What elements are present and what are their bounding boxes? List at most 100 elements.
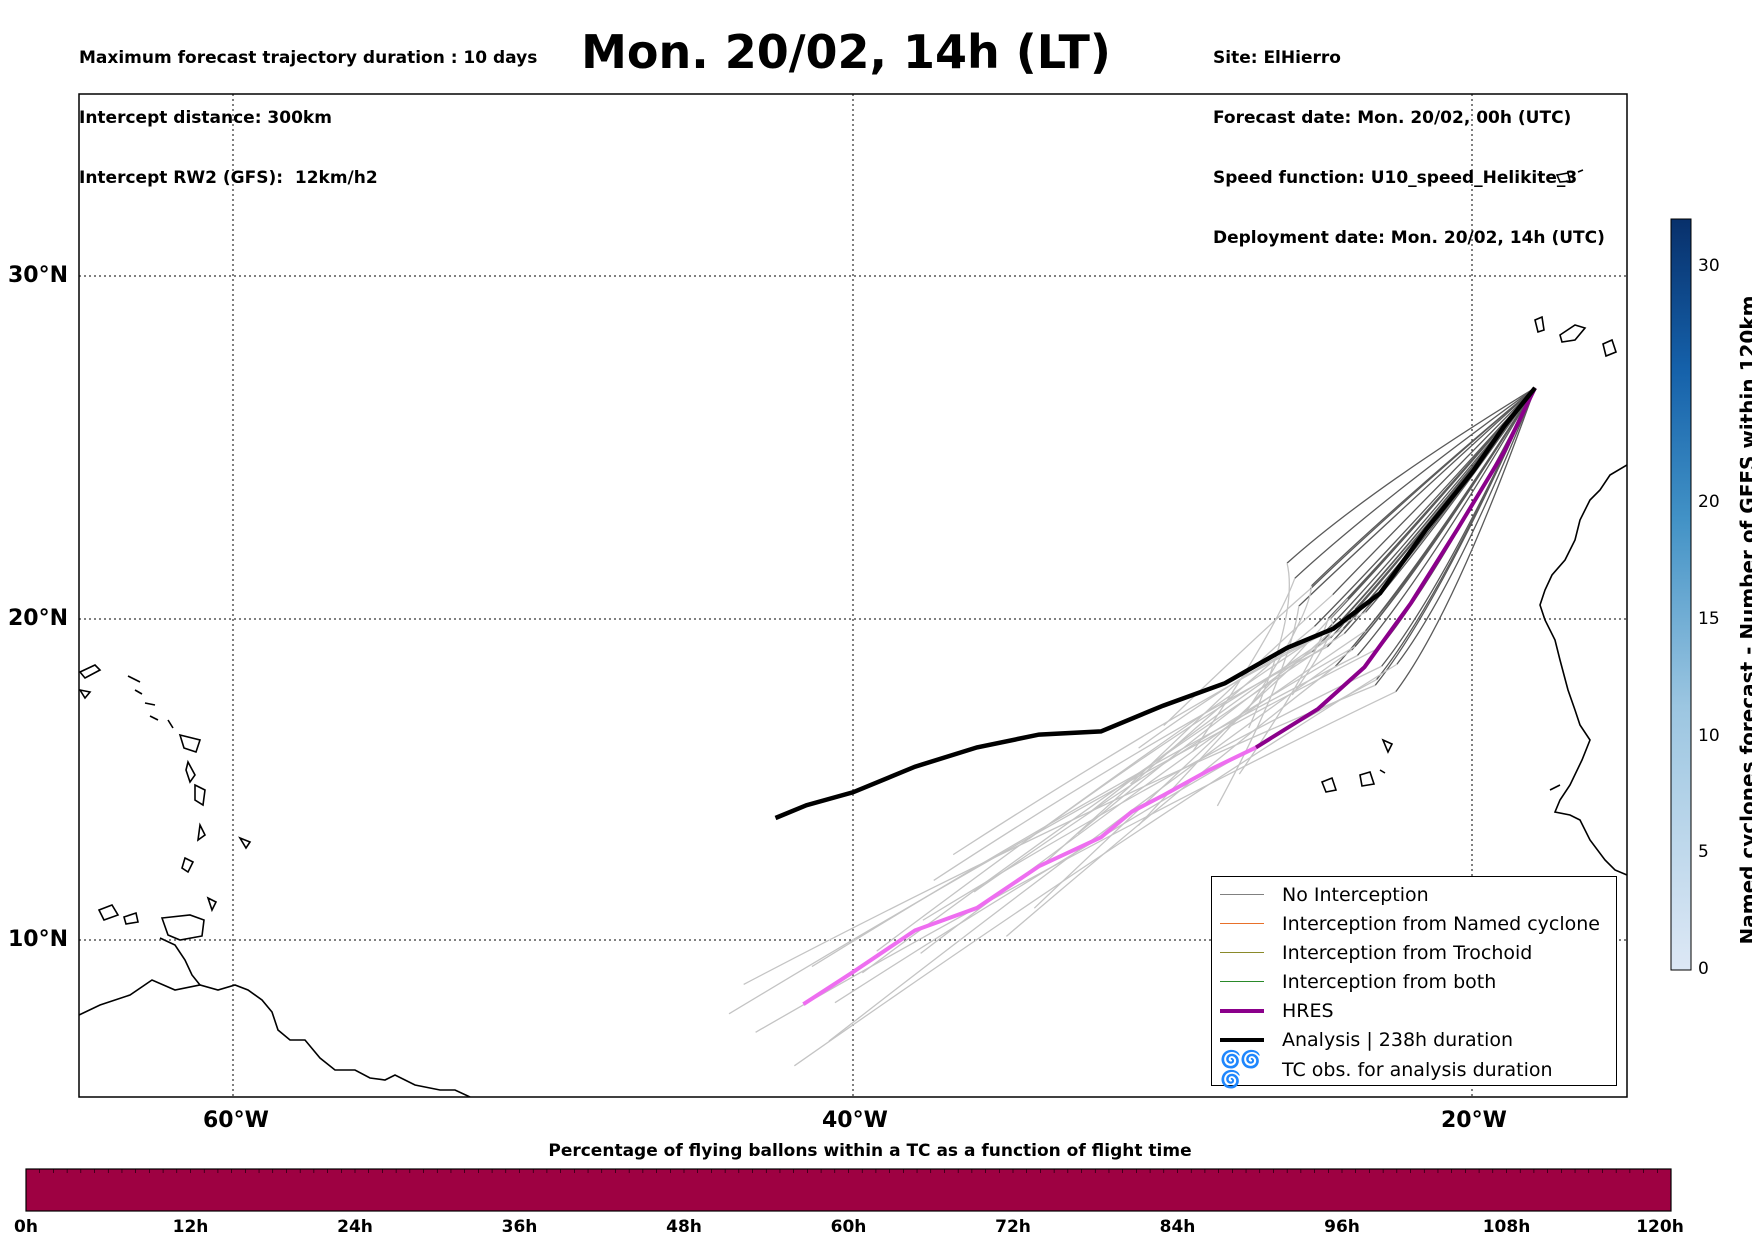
right-cb-tick-5: 5 bbox=[1698, 842, 1709, 862]
ensemble-track-far bbox=[755, 691, 1397, 1033]
bottom-colorbar-title: Percentage of flying ballons within a TC… bbox=[548, 1141, 1192, 1161]
coast-caribbean-islands bbox=[79, 664, 252, 913]
hres-track bbox=[1254, 387, 1537, 750]
legend-label-trochoid: Interception from Trochoid bbox=[1282, 941, 1533, 964]
ensemble-track-near bbox=[1334, 387, 1536, 667]
legend-item-tc-obs: 🌀🌀🌀 TC obs. for analysis duration bbox=[1220, 1050, 1553, 1090]
right-cb-tick-15: 15 bbox=[1698, 609, 1720, 629]
lat-label-30n: 30°N bbox=[8, 263, 69, 288]
coastlines bbox=[79, 169, 1627, 1097]
lat-label-10n: 10°N bbox=[8, 927, 69, 952]
right-cb-tick-30: 30 bbox=[1698, 256, 1720, 276]
coast-paria bbox=[159, 937, 201, 986]
header-forecast-date: Forecast date: Mon. 20/02, 00h (UTC) bbox=[1213, 108, 1572, 128]
ensemble-track-far bbox=[1005, 665, 1336, 937]
bottom-tick-108h: 108h bbox=[1482, 1217, 1531, 1237]
cyclone-symbols-icon: 🌀🌀🌀 bbox=[1220, 1049, 1261, 1090]
legend-swatch-analysis bbox=[1220, 1037, 1264, 1042]
legend-item-trochoid: Interception from Trochoid bbox=[1220, 938, 1532, 967]
main-title: Mon. 20/02, 14h (LT) bbox=[581, 25, 1111, 79]
ensemble-track-near bbox=[1313, 387, 1536, 627]
ensemble-track-near bbox=[1354, 387, 1536, 647]
legend-item-named-cyclone: Interception from Named cyclone bbox=[1220, 909, 1600, 938]
ensemble-track-far bbox=[876, 620, 1341, 952]
ensemble-track-far bbox=[973, 646, 1356, 893]
bottom-colorbar-ticks bbox=[39, 1169, 1658, 1173]
header-deployment-date: Deployment date: Mon. 20/02, 14h (UTC) bbox=[1213, 228, 1605, 248]
bottom-tick-12h: 12h bbox=[172, 1217, 209, 1237]
header-right: Site: ElHierro Forecast date: Mon. 20/02… bbox=[1213, 8, 1605, 268]
right-colorbar bbox=[1670, 218, 1692, 971]
header-speed-function: Speed function: U10_speed_Helikite_3 bbox=[1213, 168, 1578, 188]
ensemble-track-far bbox=[793, 663, 1398, 1067]
bottom-tick-48h: 48h bbox=[666, 1217, 702, 1237]
legend-label-tc-obs: TC obs. for analysis duration bbox=[1282, 1058, 1553, 1081]
ensemble-track-near bbox=[1311, 387, 1536, 587]
ensemble-track-far bbox=[1130, 594, 1334, 785]
ensemble-track-near bbox=[1332, 387, 1536, 596]
coast-canaries bbox=[1534, 315, 1617, 358]
right-cb-tick-10: 10 bbox=[1698, 726, 1720, 746]
coast-madeira bbox=[1555, 169, 1584, 183]
legend-item-no-interception: No Interception bbox=[1220, 880, 1429, 909]
hres-track-early bbox=[802, 745, 1257, 1006]
header-site: Site: ElHierro bbox=[1213, 48, 1341, 68]
ensemble-track-near bbox=[1396, 387, 1536, 665]
ensemble-track-far bbox=[828, 649, 1353, 1042]
bottom-tick-84h: 84h bbox=[1159, 1217, 1196, 1237]
lon-label-60w: 60°W bbox=[203, 1108, 269, 1133]
legend-item-analysis: Analysis | 238h duration bbox=[1220, 1025, 1513, 1054]
lon-label-40w: 40°W bbox=[822, 1108, 888, 1133]
legend-label-analysis: Analysis | 238h duration bbox=[1282, 1028, 1514, 1051]
bottom-tick-0h: 0h bbox=[14, 1217, 38, 1237]
legend-swatch-both bbox=[1220, 981, 1264, 982]
ensemble-track-near bbox=[1395, 387, 1536, 693]
bottom-tick-72h: 72h bbox=[995, 1217, 1031, 1237]
header-left: Maximum forecast trajectory duration : 1… bbox=[79, 8, 537, 208]
bottom-tick-96h: 96h bbox=[1324, 1217, 1360, 1237]
header-intercept-rw2: Intercept RW2 (GFS): 12km/h2 bbox=[79, 168, 378, 188]
legend: No Interception Interception from Named … bbox=[1211, 876, 1617, 1090]
ensemble-track-far bbox=[811, 654, 1358, 968]
legend-swatch-named-cyclone bbox=[1220, 923, 1264, 924]
legend-swatch-no-interception bbox=[1220, 894, 1264, 895]
ensemble-track-far bbox=[1248, 562, 1290, 729]
ensemble-track-near bbox=[1294, 387, 1536, 579]
ensemble-track-near bbox=[1356, 387, 1536, 656]
lon-label-20w: 20°W bbox=[1441, 1108, 1507, 1133]
legend-item-both: Interception from both bbox=[1220, 967, 1496, 996]
header-intercept-distance: Intercept distance: 300km bbox=[79, 108, 332, 128]
ensemble-track-far bbox=[922, 665, 1382, 921]
main-title-wrap: Mon. 20/02, 14h (LT) bbox=[0, 24, 1752, 80]
lat-label-20n: 20°N bbox=[8, 606, 69, 631]
ensemble-track-near bbox=[1286, 387, 1536, 564]
legend-label-no-interception: No Interception bbox=[1282, 883, 1429, 906]
map-frame bbox=[78, 93, 1628, 1098]
ensemble-track-far bbox=[1291, 618, 1334, 696]
right-cb-tick-20: 20 bbox=[1698, 492, 1720, 512]
header-duration: Maximum forecast trajectory duration : 1… bbox=[79, 48, 538, 68]
ensemble-track-far bbox=[1163, 588, 1311, 727]
coast-africa bbox=[1539, 464, 1627, 876]
legend-label-both: Interception from both bbox=[1282, 970, 1497, 993]
bottom-tick-120h: 120h bbox=[1636, 1217, 1684, 1237]
ensemble-tracks-far bbox=[728, 562, 1398, 1067]
right-colorbar-title: Named cyclones forecast - Number of GEFS… bbox=[1736, 295, 1752, 945]
legend-swatch-trochoid bbox=[1220, 952, 1264, 953]
right-cb-tick-0: 0 bbox=[1698, 959, 1709, 979]
coast-cape-verde bbox=[1320, 738, 1561, 793]
coast-south-america bbox=[79, 979, 471, 1097]
bottom-tick-36h: 36h bbox=[501, 1217, 538, 1237]
bottom-tick-24h: 24h bbox=[337, 1217, 373, 1237]
coast-venezuela-islands bbox=[97, 904, 139, 925]
ensemble-track-far bbox=[1245, 585, 1313, 712]
ensemble-track-far bbox=[1216, 605, 1300, 807]
ensemble-track-far bbox=[1138, 635, 1322, 749]
coast-trinidad bbox=[160, 914, 205, 941]
analysis-track bbox=[774, 386, 1537, 821]
ensemble-track-near bbox=[1298, 387, 1536, 607]
bottom-tick-60h: 60h bbox=[830, 1217, 867, 1237]
legend-label-hres: HRES bbox=[1282, 999, 1334, 1022]
legend-label-named-cyclone: Interception from Named cyclone bbox=[1282, 912, 1600, 935]
